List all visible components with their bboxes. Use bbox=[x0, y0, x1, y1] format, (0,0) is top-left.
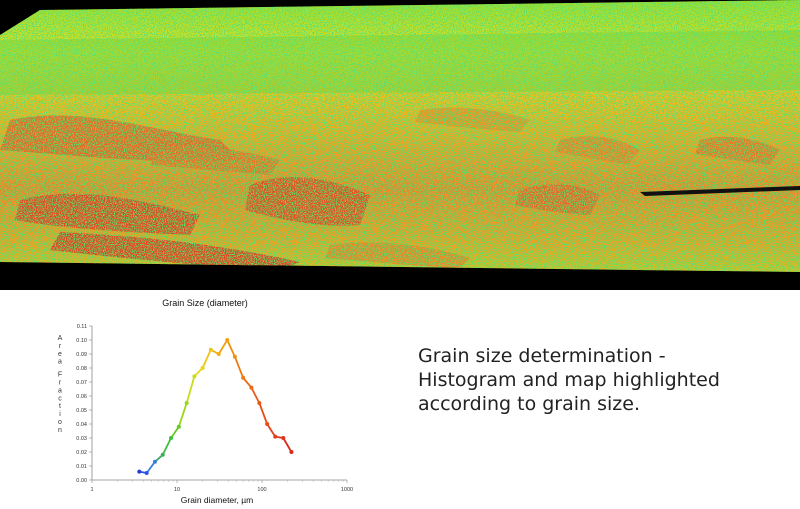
series-line-segment bbox=[226, 339, 236, 358]
data-point bbox=[144, 471, 149, 475]
series-line-segment bbox=[234, 355, 245, 379]
data-point bbox=[152, 459, 157, 464]
data-point bbox=[241, 375, 246, 380]
grain-size-map-image bbox=[0, 0, 800, 290]
series-line-segment bbox=[161, 437, 172, 456]
series-line-segment bbox=[282, 437, 293, 453]
series-line-segment bbox=[258, 402, 269, 425]
caption-text: Grain size determination - Histogram and… bbox=[418, 344, 788, 416]
y-axis-label-letter: A bbox=[58, 335, 63, 342]
data-point bbox=[257, 401, 262, 405]
y-axis-label-letter: c bbox=[58, 395, 62, 402]
y-axis-label-letter: o bbox=[58, 419, 62, 426]
data-point bbox=[273, 434, 278, 439]
caption-line: Grain size determination - bbox=[418, 345, 666, 367]
y-tick-label: 0.11 bbox=[77, 324, 87, 330]
data-point bbox=[265, 422, 270, 426]
y-tick-label: 0.03 bbox=[76, 436, 87, 442]
data-point bbox=[176, 424, 181, 429]
series-line-segment bbox=[201, 348, 212, 369]
y-tick-label: 0.02 bbox=[76, 450, 87, 456]
y-tick-label: 0.10 bbox=[76, 338, 87, 344]
series-line-segment bbox=[217, 339, 229, 355]
y-axis-label-letter: a bbox=[58, 387, 62, 394]
caption-line: according to grain size. bbox=[418, 393, 640, 415]
y-tick-label: 0.09 bbox=[76, 352, 87, 358]
data-point bbox=[249, 385, 254, 390]
y-axis-label-letter: i bbox=[59, 411, 61, 418]
y-axis-label-letter: t bbox=[59, 403, 61, 410]
series-line-segment bbox=[250, 386, 261, 404]
chart-title: Grain Size (diameter) bbox=[162, 298, 248, 308]
series-line-segment bbox=[177, 402, 188, 428]
series-line-segment bbox=[170, 425, 180, 439]
y-axis-label-letter: F bbox=[58, 372, 62, 379]
data-point bbox=[216, 352, 221, 356]
x-tick-label: 10 bbox=[174, 487, 180, 493]
series-line-segment bbox=[145, 460, 156, 474]
y-tick-label: 0.05 bbox=[76, 408, 87, 414]
y-tick-label: 0.07 bbox=[76, 380, 87, 386]
y-axis-label-letter: r bbox=[59, 343, 62, 350]
y-axis-label-letter: n bbox=[58, 427, 62, 434]
data-point bbox=[184, 401, 189, 405]
data-point bbox=[289, 450, 294, 454]
data-point bbox=[208, 347, 213, 352]
data-point bbox=[225, 338, 230, 342]
caption-line: Histogram and map highlighted bbox=[418, 369, 720, 391]
series-line-segment bbox=[266, 423, 277, 438]
series-line-segment bbox=[185, 375, 196, 404]
y-tick-label: 0.06 bbox=[76, 394, 87, 400]
y-tick-label: 0.01 bbox=[76, 464, 87, 470]
data-point bbox=[200, 366, 205, 370]
y-tick-label: 0.00 bbox=[76, 478, 87, 484]
x-tick-label: 1000 bbox=[341, 487, 353, 493]
data-point bbox=[169, 436, 174, 440]
chart-series bbox=[137, 338, 294, 475]
chart-axes bbox=[91, 326, 347, 481]
y-axis-label-letter: r bbox=[59, 380, 62, 387]
x-tick-label: 1 bbox=[90, 487, 93, 493]
data-point bbox=[232, 354, 237, 359]
data-point bbox=[137, 469, 142, 474]
chart-ticks: 0.00 0.01 0.02 0.03 0.04 0.05 0.06 0.07 0.08 0.09… bbox=[76, 324, 353, 493]
x-tick-label: 100 bbox=[257, 487, 266, 493]
data-point bbox=[281, 436, 286, 440]
series-line-segment bbox=[242, 376, 253, 389]
y-axis-label-letter: a bbox=[58, 359, 62, 366]
data-point bbox=[160, 452, 165, 457]
y-axis-label-letter: e bbox=[58, 351, 62, 358]
x-axis-label: Grain diameter, µm bbox=[181, 495, 253, 505]
y-tick-label: 0.04 bbox=[76, 422, 87, 428]
y-tick-label: 0.08 bbox=[76, 366, 87, 372]
data-point bbox=[192, 374, 197, 379]
